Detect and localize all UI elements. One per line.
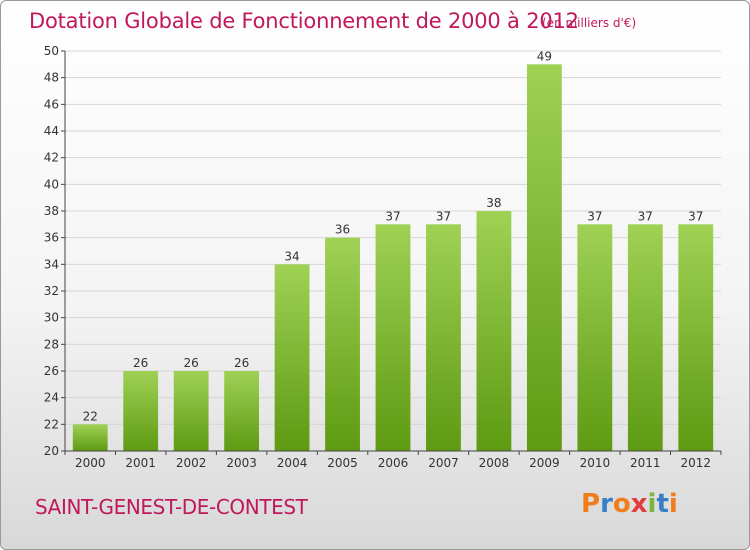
data-label-2009: 49: [537, 49, 552, 63]
logo-letter: o: [612, 489, 631, 519]
logo-letter: P: [581, 489, 601, 519]
x-tick-label: 2003: [226, 456, 257, 470]
data-label-2005: 36: [335, 223, 350, 237]
x-tick-label: 2006: [378, 456, 409, 470]
y-tick-label: 42: [44, 151, 59, 165]
data-label-2000: 22: [83, 409, 98, 423]
y-tick-label: 32: [44, 284, 59, 298]
y-tick-label: 48: [44, 71, 59, 85]
data-label-2002: 26: [184, 356, 199, 370]
data-label-2007: 37: [436, 209, 451, 223]
proxiti-logo: Proxiti: [581, 489, 678, 519]
y-axis-ticks: 20 22 24 26 28 30 32 34 36 38 40 42 44 46 48 50: [44, 44, 65, 458]
bar-2005: [325, 237, 360, 451]
y-tick-label: 46: [44, 97, 59, 111]
y-tick-label: 28: [44, 337, 59, 351]
y-tick-label: 26: [44, 364, 59, 378]
x-tick-label: 2001: [125, 456, 156, 470]
y-tick-label: 44: [44, 124, 59, 138]
x-axis-ticks: 2000 2001 2002 2003 2004 2005 2006 2007 2008 2009…: [64, 451, 722, 470]
logo-letter: x: [630, 489, 648, 519]
data-label-2001: 26: [133, 356, 148, 370]
y-tick-label: 34: [44, 257, 59, 271]
bar-2006: [375, 224, 411, 451]
data-label-2011: 37: [638, 209, 653, 223]
x-tick-label: 2004: [277, 456, 308, 470]
chart-title: Dotation Globale de Fonctionnement de 20…: [29, 9, 579, 33]
y-tick-label: 22: [44, 417, 59, 431]
bar-2002: [173, 371, 209, 451]
logo-letter: i: [668, 489, 678, 519]
data-labels: 22 26 26 26 34 36 37 37 38 49 37 37 37: [83, 49, 704, 423]
x-tick-label: 2005: [327, 456, 358, 470]
bar-2011: [627, 224, 663, 451]
bar-2008: [476, 211, 512, 451]
data-label-2006: 37: [385, 209, 400, 223]
y-tick-label: 24: [44, 391, 59, 405]
chart-subtitle: (en milliers d'€): [542, 16, 637, 30]
x-tick-label: 2002: [176, 456, 207, 470]
logo-letter: r: [600, 489, 613, 519]
x-tick-label: 2007: [428, 456, 459, 470]
data-label-2004: 34: [284, 249, 299, 263]
data-label-2012: 37: [688, 209, 703, 223]
bars: [72, 64, 714, 452]
y-tick-label: 50: [44, 44, 59, 58]
bar-2001: [123, 371, 159, 451]
y-tick-label: 30: [44, 311, 59, 325]
data-label-2008: 38: [486, 196, 501, 210]
bar-2007: [426, 224, 461, 451]
bar-2004: [274, 264, 310, 451]
x-tick-label: 2000: [75, 456, 106, 470]
y-tick-label: 36: [44, 231, 59, 245]
data-label-2010: 37: [587, 209, 602, 223]
y-tick-label: 38: [44, 204, 59, 218]
commune-name: SAINT-GENEST-DE-CONTEST: [35, 495, 308, 519]
y-tick-label: 20: [44, 444, 59, 458]
x-tick-label: 2012: [680, 456, 711, 470]
logo-letter: t: [656, 489, 669, 519]
x-tick-label: 2008: [479, 456, 510, 470]
bar-2012: [678, 224, 714, 451]
bar-2003: [224, 371, 260, 451]
data-label-2003: 26: [234, 356, 249, 370]
x-tick-label: 2009: [529, 456, 560, 470]
bar-2010: [577, 224, 613, 451]
y-tick-label: 40: [44, 177, 59, 191]
bar-2000: [72, 424, 108, 451]
x-tick-label: 2011: [630, 456, 661, 470]
logo-letter: i: [647, 489, 657, 519]
bar-2009: [526, 64, 562, 452]
x-tick-label: 2010: [580, 456, 611, 470]
